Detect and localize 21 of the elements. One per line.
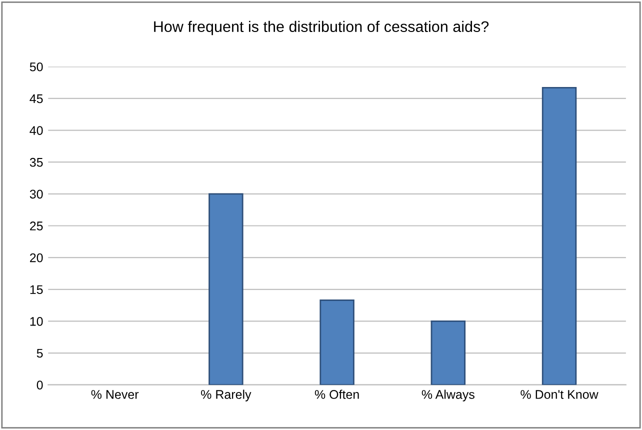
y-tick-label: 45: [30, 94, 43, 104]
y-tick-label: 50: [30, 62, 43, 72]
y-tick-label: 40: [30, 126, 43, 135]
chart-title: How frequent is the distribution of cessation aids?: [154, 20, 489, 36]
y-tick-label: 5: [36, 348, 43, 358]
y-tick-label: 15: [30, 285, 43, 294]
y-tick-label: 0: [36, 380, 43, 390]
x-tick-label: % Often: [314, 390, 359, 399]
x-tick-label: % Don't Know: [520, 390, 598, 399]
y-tick-label: 35: [30, 158, 43, 167]
bar: [430, 320, 466, 385]
bar: [208, 193, 244, 385]
y-tick-label: 25: [30, 222, 43, 230]
y-tick-label: 20: [30, 253, 43, 262]
y-tick-label: 10: [30, 317, 43, 326]
x-tick-label: % Rarely: [201, 390, 252, 402]
x-tick-label: % Never: [91, 390, 139, 399]
bar: [542, 86, 577, 385]
bar: [320, 300, 354, 385]
y-tick-label: 30: [30, 190, 43, 199]
x-tick-label: % Always: [422, 390, 474, 402]
